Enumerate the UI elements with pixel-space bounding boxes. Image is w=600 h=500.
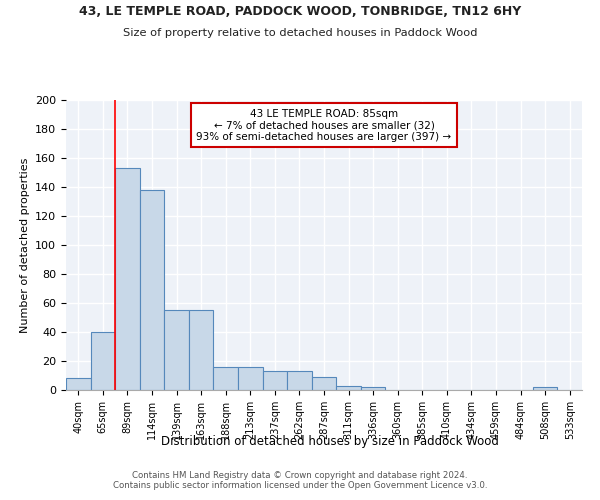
Text: Size of property relative to detached houses in Paddock Wood: Size of property relative to detached ho… bbox=[123, 28, 477, 38]
Bar bbox=[115, 168, 140, 390]
Text: 43, LE TEMPLE ROAD, PADDOCK WOOD, TONBRIDGE, TN12 6HY: 43, LE TEMPLE ROAD, PADDOCK WOOD, TONBRI… bbox=[79, 5, 521, 18]
Bar bbox=[312, 377, 336, 390]
Bar bbox=[263, 371, 287, 390]
Bar bbox=[287, 371, 312, 390]
Bar bbox=[66, 378, 91, 390]
Bar bbox=[533, 387, 557, 390]
Text: 43 LE TEMPLE ROAD: 85sqm
← 7% of detached houses are smaller (32)
93% of semi-de: 43 LE TEMPLE ROAD: 85sqm ← 7% of detache… bbox=[196, 108, 452, 142]
Bar bbox=[238, 367, 263, 390]
Text: Contains HM Land Registry data © Crown copyright and database right 2024.
Contai: Contains HM Land Registry data © Crown c… bbox=[113, 470, 487, 490]
Bar bbox=[140, 190, 164, 390]
Text: Distribution of detached houses by size in Paddock Wood: Distribution of detached houses by size … bbox=[161, 435, 499, 448]
Bar bbox=[361, 387, 385, 390]
Bar bbox=[91, 332, 115, 390]
Bar bbox=[189, 310, 214, 390]
Bar bbox=[214, 367, 238, 390]
Bar bbox=[164, 310, 189, 390]
Bar bbox=[336, 386, 361, 390]
Y-axis label: Number of detached properties: Number of detached properties bbox=[20, 158, 29, 332]
